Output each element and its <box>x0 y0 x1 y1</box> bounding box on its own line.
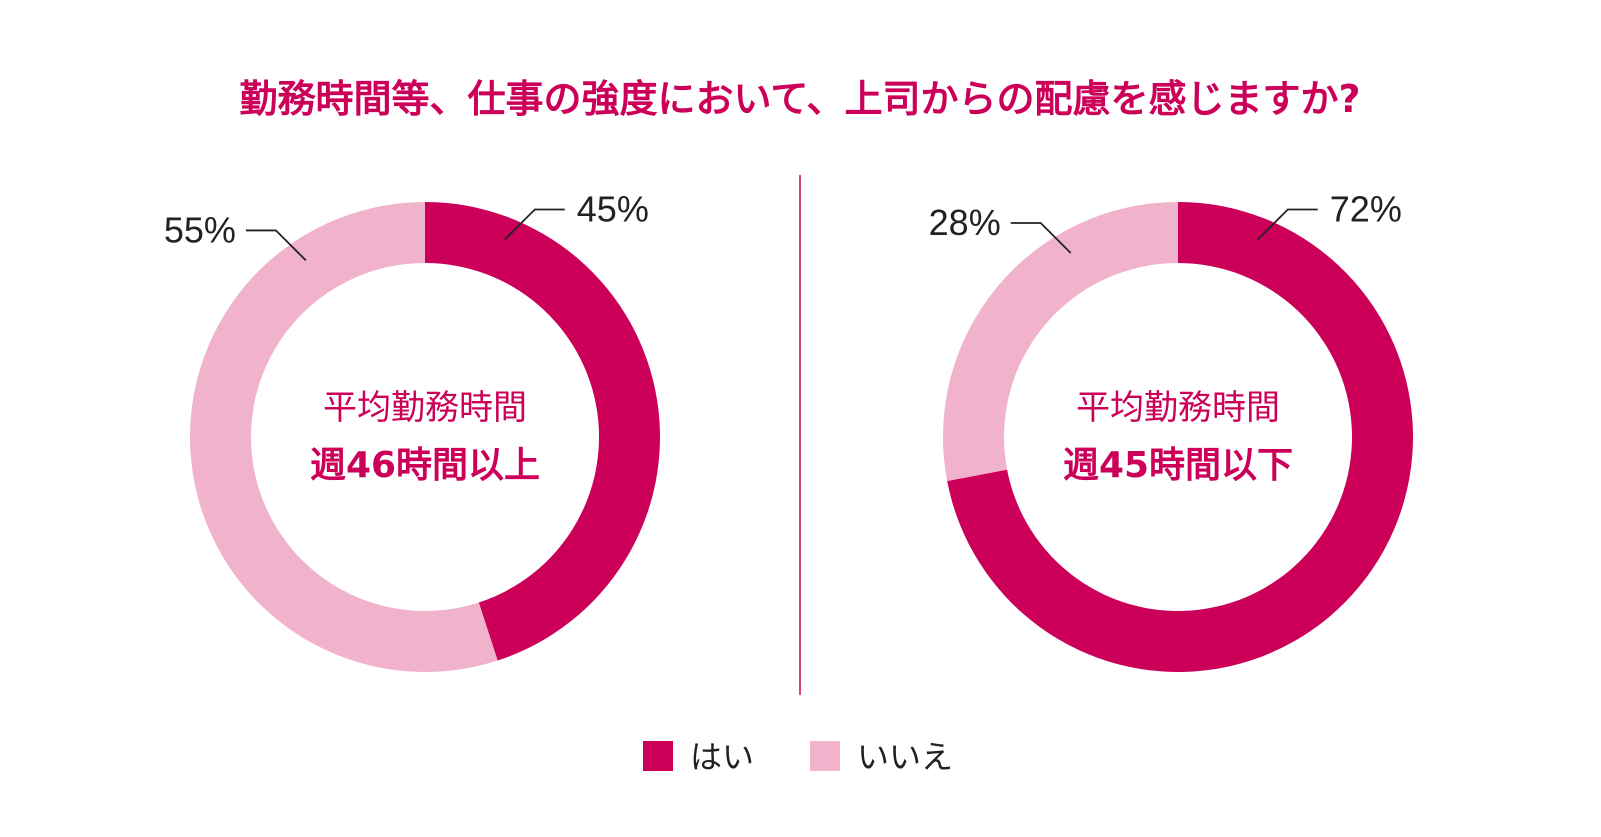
donut-slice-no <box>943 202 1178 482</box>
center-label-primary: 平均勤務時間 <box>1076 388 1280 428</box>
slice-percent-label: 28% <box>929 202 1001 243</box>
legend-label-no: いいえ <box>857 738 953 776</box>
leader-line <box>1257 208 1318 241</box>
leader-line <box>245 229 307 262</box>
center-label-primary: 平均勤務時間 <box>323 388 527 428</box>
donut-slice-no <box>190 202 498 672</box>
donut-slice-yes <box>425 202 661 661</box>
leader-line <box>504 208 565 241</box>
slice-percent-label: 45% <box>577 189 649 230</box>
legend-swatch-no <box>810 741 840 771</box>
slice-percent-label: 55% <box>164 209 236 250</box>
chart-title: 勤務時間等、仕事の強度において、上司からの配慮を感じますか? <box>239 77 1360 121</box>
legend: はい いいえ <box>643 738 953 776</box>
legend-swatch-yes <box>643 741 673 771</box>
legend-label-yes: はい <box>690 738 754 776</box>
center-label-secondary: 週45時間以下 <box>1063 445 1293 486</box>
leader-line <box>1010 222 1072 254</box>
center-label-secondary: 週46時間以上 <box>310 445 540 486</box>
slice-percent-label: 72% <box>1330 189 1402 230</box>
